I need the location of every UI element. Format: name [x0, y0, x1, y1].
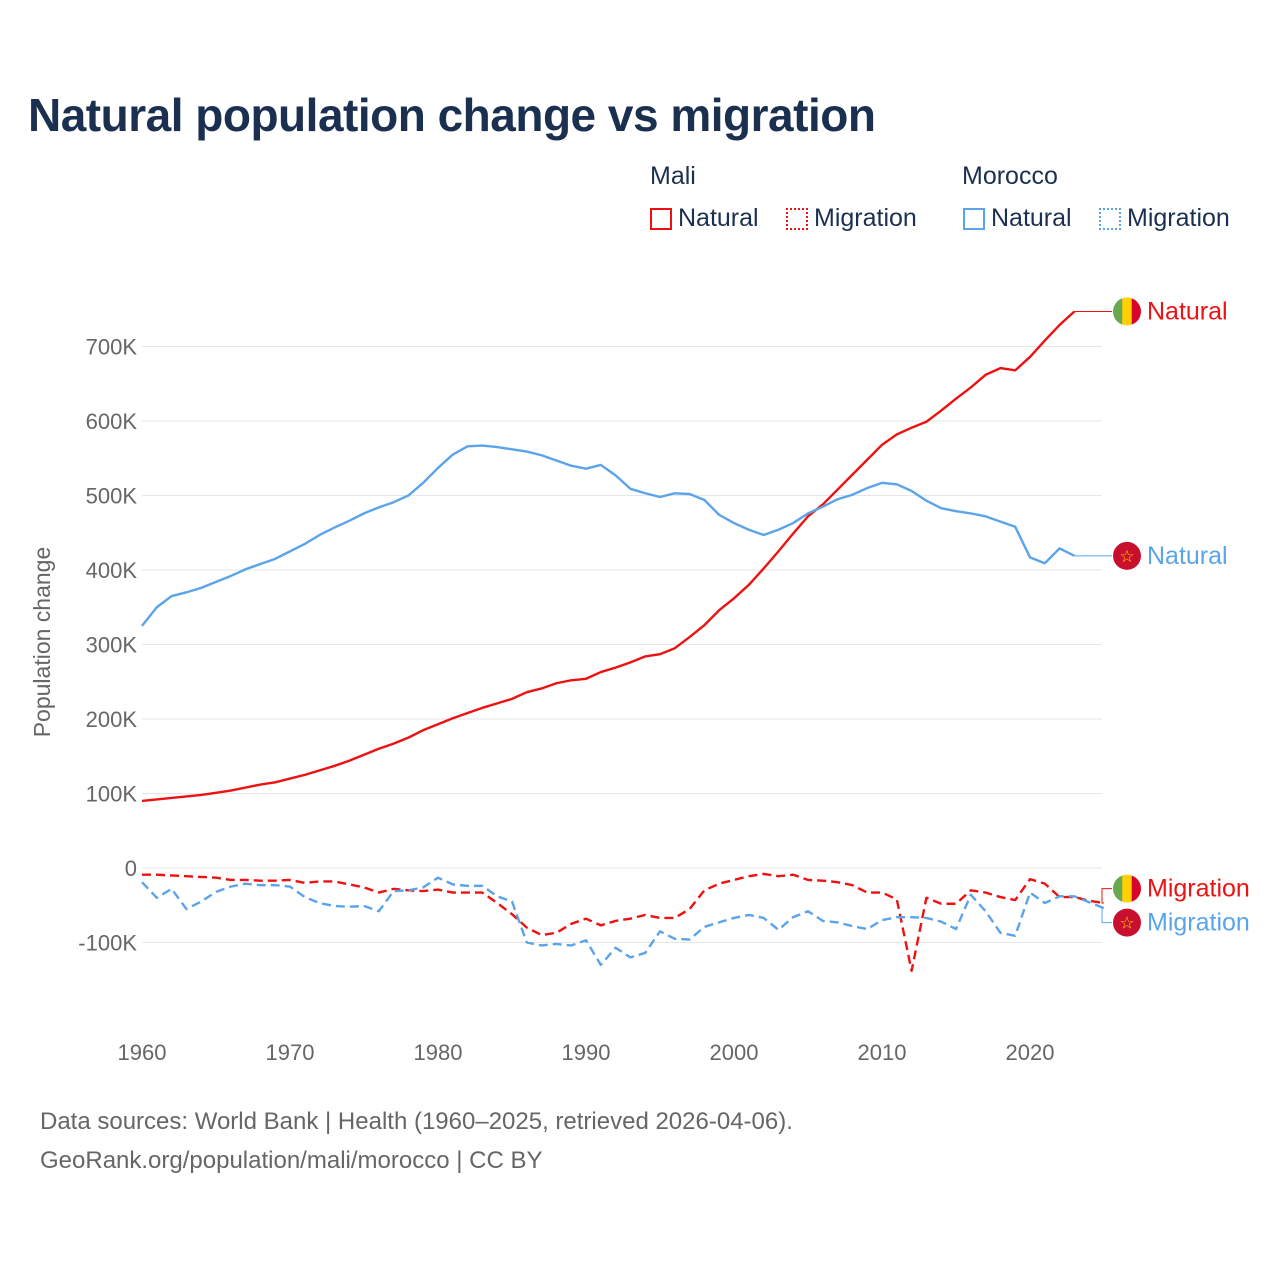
star-icon: ☆	[1119, 547, 1134, 566]
legend-label: Migration	[1127, 204, 1230, 232]
flag-stripe	[1113, 297, 1123, 326]
legend-group-mali: Mali	[650, 162, 696, 190]
y-tick-label: 100K	[86, 782, 138, 807]
legend-item-morocco-migration[interactable]: Migration	[1099, 204, 1230, 233]
legend-label: Natural	[991, 204, 1072, 232]
y-tick-label: -100K	[78, 931, 137, 956]
flag-stripe	[1122, 874, 1132, 903]
footer-url[interactable]: GeoRank.org/population/mali/morocco | CC…	[40, 1147, 543, 1174]
x-tick-label: 1980	[414, 1040, 463, 1065]
flag-stripe	[1122, 297, 1132, 326]
x-tick-label: 2010	[858, 1040, 907, 1065]
end-label-morocco-migration: Migration	[1147, 909, 1250, 937]
label-connector	[1101, 907, 1112, 924]
legend-label: Migration	[814, 204, 917, 232]
morocco-flag-icon: ☆	[1113, 908, 1141, 937]
footer-sources: Data sources: World Bank | Health (1960–…	[40, 1108, 793, 1135]
legend-swatch-dotted-icon	[786, 207, 808, 230]
series-line-morocco-migration	[141, 876, 1105, 967]
legend-item-morocco-natural[interactable]: Natural	[963, 204, 1072, 233]
flag-circle	[1113, 908, 1141, 937]
legend-label: Natural	[678, 204, 759, 232]
series-line-mali-natural	[141, 310, 1076, 803]
y-axis-label: Population change	[29, 547, 55, 738]
flag-stripe	[1131, 297, 1141, 326]
y-tick-label: 500K	[86, 484, 138, 509]
x-tick-label: 2020	[1006, 1040, 1055, 1065]
y-tick-label: 700K	[86, 335, 138, 360]
legend-item-mali-natural[interactable]: Natural	[650, 204, 759, 233]
morocco-flag-icon: ☆	[1113, 541, 1141, 570]
series-line-morocco-natural	[141, 444, 1075, 627]
end-label-mali-natural: Natural	[1147, 297, 1228, 325]
y-tick-label: 400K	[86, 558, 138, 583]
flag-circle	[1113, 541, 1141, 570]
legend-item-mali-migration[interactable]: Migration	[786, 204, 917, 233]
y-tick-label: 200K	[86, 707, 138, 732]
legend-swatch-dotted-icon	[1099, 207, 1121, 230]
x-tick-label: 2000	[710, 1040, 759, 1065]
mali-flag-icon	[1113, 297, 1141, 326]
y-tick-label: 300K	[86, 633, 138, 658]
flag-stripe	[1131, 874, 1141, 903]
x-tick-label: 1990	[562, 1040, 611, 1065]
y-tick-label: 0	[125, 856, 137, 881]
mali-flag-icon	[1113, 874, 1141, 903]
star-icon: ☆	[1119, 914, 1134, 933]
x-tick-label: 1970	[266, 1040, 315, 1065]
end-label-mali-migration: Migration	[1147, 875, 1250, 903]
label-connector	[1101, 888, 1112, 904]
x-tick-label: 1960	[118, 1040, 167, 1065]
chart-title: Natural population change vs migration	[28, 89, 876, 141]
legend-group-morocco: Morocco	[962, 162, 1058, 190]
y-tick-label: 600K	[86, 409, 138, 434]
legend-swatch-solid-icon	[963, 207, 985, 230]
end-label-morocco-natural: Natural	[1147, 542, 1228, 570]
flag-stripe	[1113, 874, 1123, 903]
legend-swatch-solid-icon	[650, 207, 672, 230]
series-line-mali-migration	[142, 872, 1105, 973]
